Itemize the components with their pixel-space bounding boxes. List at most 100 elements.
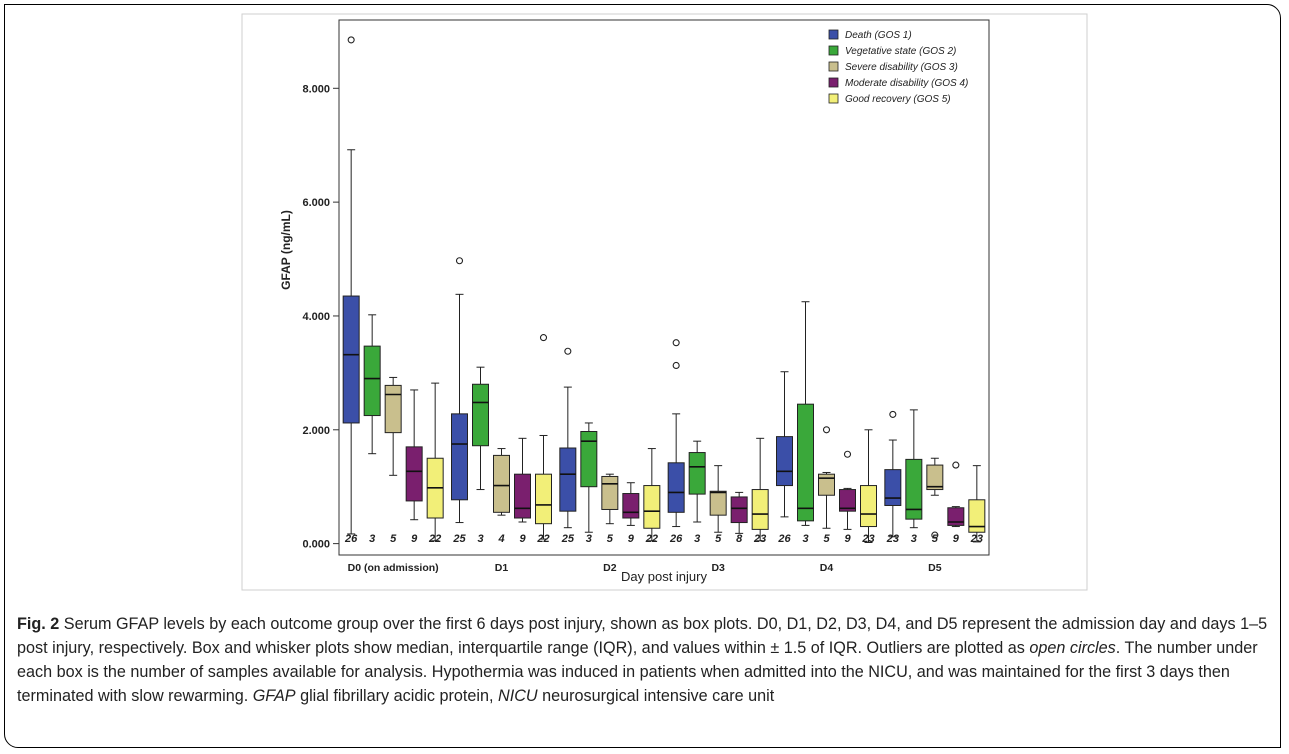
iqr-box — [797, 403, 814, 522]
iqr-box — [709, 490, 727, 516]
outlier-point — [564, 347, 572, 355]
box-3-D2: 5 — [601, 473, 619, 545]
legend: Death (GOS 1) Vegetative state (GOS 2) Sev… — [828, 29, 968, 105]
caption-label: Fig. 2 — [17, 615, 60, 633]
sample-count-label: 9 — [844, 533, 851, 545]
iqr-box — [559, 447, 577, 512]
sample-count-label: 3 — [911, 533, 917, 545]
iqr-box — [363, 345, 381, 417]
box-2-D0 (on admission): 3 — [363, 314, 381, 545]
iqr-box — [688, 452, 706, 495]
box-4-D5: 9 — [947, 461, 965, 545]
sample-count-label: 9 — [628, 533, 635, 545]
caption-text-3: glial fibrillary acidic protein, — [295, 687, 499, 705]
iqr-box — [493, 454, 510, 513]
iqr-box — [839, 489, 856, 512]
legend-swatch — [828, 45, 839, 56]
sample-count-label: 25 — [561, 533, 575, 545]
iqr-box — [405, 446, 423, 502]
legend-label: Vegetative state (GOS 2) — [845, 46, 956, 57]
iqr-box — [622, 493, 640, 519]
sample-count-label: 25 — [452, 533, 466, 545]
sample-count-label: 22 — [428, 533, 441, 545]
box-5-D2: 22 — [643, 448, 661, 545]
box-1-D2: 25 — [559, 347, 577, 545]
sample-count-label: 23 — [970, 533, 983, 545]
box-3-D3: 5 — [709, 465, 727, 545]
plot-area — [338, 19, 990, 556]
box-2-D3: 3 — [688, 440, 706, 545]
sample-count-label: 5 — [823, 533, 830, 545]
iqr-box — [535, 473, 552, 525]
box-plot-chart: 0.000 2.000 4.000 6.000 8.000 26 3 5 9 22 25 3 4 9 22… — [241, 13, 1088, 591]
y-tick-label: 6.000 — [302, 197, 330, 209]
iqr-box — [472, 383, 489, 447]
sample-count-label: 3 — [477, 533, 483, 545]
legend-swatch — [828, 29, 839, 40]
outlier-point — [843, 450, 852, 458]
box-5-D5: 23 — [968, 465, 986, 545]
iqr-box — [601, 475, 619, 510]
iqr-box — [451, 413, 468, 501]
box-1-D1: 25 — [451, 257, 468, 545]
box-3-D5: 5 — [926, 457, 944, 545]
sample-count-label: 9 — [411, 533, 418, 545]
legend-label: Good recovery (GOS 5) — [845, 94, 951, 105]
outlier-point — [672, 361, 680, 370]
sample-count-label: 26 — [344, 533, 358, 545]
box-2-D5: 3 — [905, 409, 923, 545]
sample-count-label: 9 — [519, 533, 526, 545]
box-5-D0 (on admission): 22 — [426, 382, 444, 545]
box-3-D0 (on admission): 5 — [384, 376, 402, 545]
x-axis-title: Day post injury — [621, 569, 707, 584]
sample-count-label: 5 — [390, 533, 397, 545]
iqr-box — [926, 464, 944, 491]
sample-count-label: 3 — [586, 533, 592, 545]
box-5-D4: 23 — [860, 429, 877, 545]
sample-count-label: 9 — [953, 533, 960, 545]
x-axis: D0 (on admission) D1 D2 D3 D4 D5 — [348, 562, 942, 574]
iqr-box — [751, 489, 769, 530]
outlier-point — [889, 410, 897, 418]
sample-count-label: 26 — [669, 533, 683, 545]
iqr-box — [818, 473, 835, 496]
legend-swatch — [828, 61, 839, 72]
x-category-label: D4 — [820, 562, 834, 574]
sample-count-label: 23 — [753, 533, 766, 545]
sample-count-label: 22 — [645, 533, 658, 545]
y-tick-label: 8.000 — [302, 83, 330, 95]
y-tick-label: 0.000 — [302, 539, 330, 551]
figure-caption: Fig. 2 Serum GFAP levels by each outcome… — [17, 612, 1272, 708]
box-5-D3: 23 — [751, 437, 769, 545]
x-category-label: D3 — [711, 562, 725, 574]
outlier-point — [539, 334, 548, 342]
iqr-box — [342, 295, 360, 424]
iqr-box — [905, 458, 923, 520]
x-category-label: D1 — [495, 562, 509, 574]
iqr-box — [643, 485, 661, 529]
legend-label: Moderate disability (GOS 4) — [845, 78, 968, 89]
sample-count-label: 4 — [497, 533, 504, 545]
sample-count-label: 5 — [932, 533, 939, 545]
box-1-D5: 23 — [884, 410, 902, 545]
outlier-point — [822, 426, 831, 434]
caption-text-4: neurosurgical intensive care unit — [537, 687, 775, 705]
y-tick-label: 4.000 — [302, 311, 330, 323]
caption-italic-2: GFAP — [252, 687, 296, 705]
iqr-box — [947, 507, 965, 526]
iqr-box — [776, 436, 793, 487]
iqr-box — [384, 384, 402, 434]
sample-count-label: 3 — [802, 533, 808, 545]
box-4-D1: 9 — [514, 437, 531, 545]
outlier-point — [455, 257, 464, 265]
sample-count-label: 23 — [886, 533, 899, 545]
legend-swatch — [828, 93, 839, 104]
chart-container: 0.000 2.000 4.000 6.000 8.000 26 3 5 9 22 25 3 4 9 22… — [241, 13, 1088, 591]
iqr-box — [860, 485, 877, 528]
sample-count-label: 5 — [607, 533, 614, 545]
sample-count-label: 3 — [694, 533, 700, 545]
box-3-D1: 4 — [493, 448, 510, 545]
x-category-label: D2 — [603, 562, 617, 574]
iqr-box — [730, 496, 748, 524]
iqr-box — [884, 469, 902, 506]
